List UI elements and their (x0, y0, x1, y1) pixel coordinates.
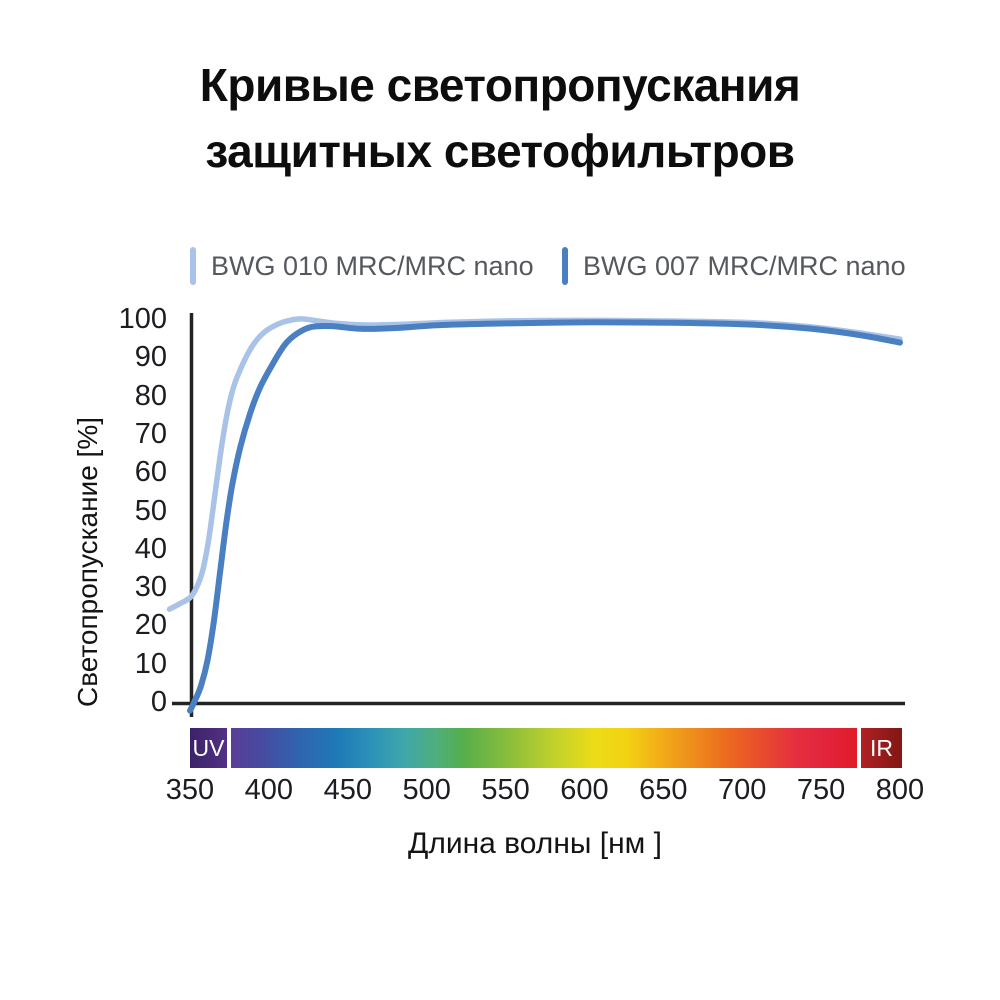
y-tick-label: 30 (134, 571, 167, 604)
x-tick-label: 650 (639, 774, 688, 806)
uv-label: UV (192, 734, 225, 761)
uv-band: UV (190, 728, 227, 768)
chart-title-line2: защитных светофильтров (205, 125, 795, 177)
x-tick-label: 350 (165, 774, 215, 806)
legend-item-bwg007: BWG 007 MRC/MRC nano (562, 244, 906, 288)
y-tick-label: 80 (134, 379, 167, 412)
legend-label-bwg010: BWG 010 MRC/MRC nano (211, 250, 534, 281)
ir-band: IR (861, 728, 902, 768)
x-tick-label: 400 (244, 774, 294, 806)
x-tick-label: 800 (875, 774, 925, 806)
legend-swatch-bwg007 (562, 247, 568, 285)
ir-label: IR (870, 734, 893, 761)
x-tick-label: 500 (402, 774, 451, 806)
legend-item-bwg010: BWG 010 MRC/MRC nano (190, 244, 534, 288)
spectrum-bar: UV IR (190, 728, 902, 768)
x-tick-label: 750 (796, 774, 846, 806)
x-tick-label: 700 (718, 774, 767, 806)
y-tick-label: 60 (134, 456, 167, 489)
y-tick-label: 40 (134, 532, 167, 565)
y-tick-label: 20 (134, 609, 167, 642)
y-tick-label: 70 (134, 417, 167, 450)
legend: BWG 010 MRC/MRC nano BWG 007 MRC/MRC nan… (0, 244, 1000, 288)
chart-title-line1: Кривые светопропускания (199, 59, 801, 111)
curve-007 (187, 319, 903, 714)
x-tick-label: 450 (323, 774, 372, 806)
y-tick-label: 50 (134, 494, 167, 527)
x-tick-label: 550 (481, 774, 530, 806)
curve-010 (166, 316, 903, 612)
x-axis-label: Длина волны [нм ] (408, 827, 662, 860)
legend-swatch-bwg010 (190, 247, 196, 285)
y-tick-label: 10 (134, 647, 167, 680)
y-tick-label: 90 (134, 341, 167, 374)
chart-title: Кривые светопропускания защитных светофи… (0, 52, 1000, 184)
x-tick-label: 600 (560, 774, 609, 806)
y-tick-label: 100 (118, 303, 167, 335)
legend-label-bwg007: BWG 007 MRC/MRC nano (583, 250, 906, 281)
y-tick-label: 0 (150, 686, 167, 718)
y-axis-label: Светопропускание [%] (72, 416, 103, 708)
spectrum-gradient (231, 728, 857, 768)
